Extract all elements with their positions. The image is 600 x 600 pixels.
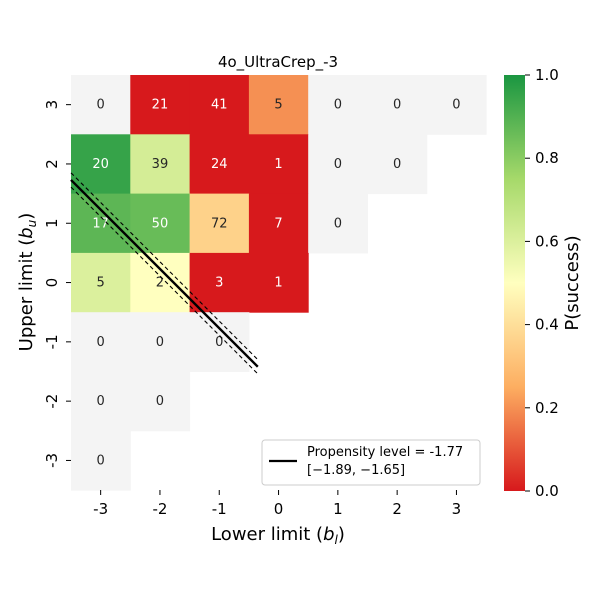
heatmap-cell [367,75,428,135]
heatmap-cells: 0 21 41 5 0 0 020 39 24 1 0 017 50 72 7 05 2 3 10 0 00 00 [71,75,487,491]
cell-count-label: 0 [215,335,223,350]
cell-count-label: 5 [97,276,105,291]
propensity-ci-upper [70,172,259,361]
cell-count-label: 3 [215,276,223,291]
y-axis-ticks: 3 2 1 0 -1 -2 -3 [43,100,71,468]
y-tick-label: 2 [43,159,61,169]
cell-count-label: 0 [334,98,342,113]
heatmap-cell [130,193,191,254]
colorbar-label: P(success) [562,235,583,330]
heatmap-cell [189,312,250,372]
propensity-lines [70,172,259,375]
cell-count-label: 72 [211,216,228,231]
heatmap-cell [248,75,309,135]
heatmap-cell [308,75,368,135]
cell-count-label: 5 [274,98,282,113]
cell-count-label: 0 [334,157,342,172]
x-axis-label: Lower limit (bl) [211,524,345,547]
heatmap-cell [130,312,191,372]
cell-count-label: 20 [92,157,109,172]
cell-count-label: 17 [92,216,109,231]
y-tick-label: 0 [43,278,61,288]
legend-box [261,439,481,486]
legend: Propensity level = -1.77 [−1.89, −1.65] [261,439,481,486]
y-tick-label: -3 [43,453,61,468]
x-tick-label: 0 [274,500,284,518]
colorbar-tick-label: 0.6 [535,232,559,250]
cell-count-label: 2 [156,276,164,291]
cell-count-label: 0 [334,216,342,231]
x-tick-label: 1 [333,500,343,518]
y-axis-label: Upper limit (bu) [16,213,39,352]
x-axis-ticks: -3 -2 -1 0 1 2 3 [93,490,461,518]
cell-count-label: 1 [274,276,282,291]
heatmap-cell [71,371,131,432]
heatmap-cell [71,430,131,491]
heatmap-cell [189,134,250,195]
cell-count-label: 0 [393,98,401,113]
y-tick-label: -2 [43,394,61,409]
propensity-ci-lower [70,186,259,375]
cell-count-label: 1 [274,157,282,172]
cell-count-label: 0 [393,157,401,172]
cell-count-label: 0 [97,98,105,113]
x-tick-label: 3 [452,500,462,518]
heatmap-cell [130,75,191,135]
heatmap-cell [189,193,250,254]
heatmap-cell [71,312,131,372]
heatmap-cell [367,134,428,195]
heatmap-cell [308,134,368,195]
cell-count-label: 24 [211,157,228,172]
colorbar-tick-label: 0.2 [535,399,559,417]
heatmap-cell [71,134,131,195]
colorbar-ticks: 0.0 0.2 0.4 0.6 0.8 1.0 [525,66,559,500]
x-tick-label: 2 [392,500,402,518]
cell-count-label: 0 [156,335,164,350]
colorbar [504,75,525,491]
x-tick-label: -3 [93,500,108,518]
legend-ci-label: [−1.89, −1.65] [307,463,405,478]
heatmap-cell [426,75,487,135]
legend-label: Propensity level = -1.77 [307,445,463,460]
x-tick-label: -2 [152,500,167,518]
cell-count-label: 0 [156,394,164,409]
heatmap-cell [130,371,191,432]
cell-count-label: 0 [452,98,460,113]
cell-count-label: 21 [152,98,169,113]
cell-count-label: 0 [97,335,105,350]
cell-count-label: 0 [97,394,105,409]
propensity-line [70,179,259,368]
cell-count-label: 7 [274,216,282,231]
heatmap-cell [248,252,309,313]
y-tick-label: -1 [43,334,61,349]
heatmap-cell [130,134,191,195]
x-tick-label: -1 [212,500,227,518]
heatmap-cell [248,193,309,254]
heatmap-cell [71,252,131,313]
colorbar-tick-label: 0.8 [535,149,559,167]
heatmap-cell [189,75,250,135]
heatmap-cell [71,193,131,254]
heatmap-cell [308,193,368,254]
cell-count-label: 50 [152,216,169,231]
colorbar-tick-label: 1.0 [535,66,559,84]
heatmap-cell [189,252,250,313]
colorbar-tick-label: 0.4 [535,316,559,334]
heatmap-cell [248,134,309,195]
heatmap-cell [71,75,131,135]
heatmap-cell [130,252,191,313]
colorbar-tick-label: 0.0 [535,482,559,500]
cell-count-label: 0 [97,453,105,468]
y-tick-label: 1 [43,218,61,228]
chart-title: 4o_UltraCrep_-3 [218,53,338,72]
y-tick-label: 3 [43,100,61,110]
cell-count-label: 41 [211,98,228,113]
cell-count-label: 39 [152,157,169,172]
